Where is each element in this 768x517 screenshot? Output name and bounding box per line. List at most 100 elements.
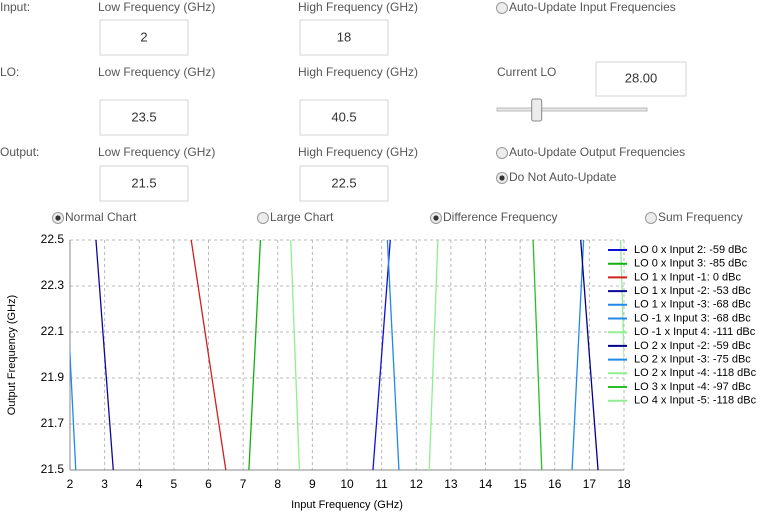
legend-label: LO 2 x Input -3: -75 dBc [634,354,751,366]
series-line [372,240,391,470]
legend-label: LO 3 x Input -4: -97 dBc [634,381,751,393]
legend-label: LO 1 x Input -3: -68 dBc [634,299,751,311]
y-tick-label: 21.5 [41,462,65,476]
input-value: 2 [140,29,147,44]
row-label: Output: [0,145,39,159]
input-value: 18 [337,29,351,44]
series-line [70,342,77,470]
radio-label[interactable]: Difference Frequency [443,210,558,224]
radio-circle[interactable] [496,147,508,159]
lo-slider[interactable] [496,98,648,122]
x-tick-label: 18 [617,477,631,491]
x-tick-label: 17 [583,477,597,491]
low-input[interactable]: 21.5 [99,165,189,202]
x-tick-label: 9 [309,477,316,491]
current-lo-label: Current LO [497,65,556,79]
legend-label: LO 0 x Input 2: -59 dBc [634,244,748,256]
radio-dot [55,215,61,221]
x-tick-label: 13 [444,477,458,491]
x-tick-label: 8 [274,477,281,491]
radio-option[interactable]: Normal Chart [52,210,138,224]
slider-thumb[interactable] [531,98,543,122]
x-tick-label: 6 [205,477,212,491]
radio-label[interactable]: Normal Chart [65,210,137,224]
series-line [532,240,543,470]
series-line [290,240,301,470]
radio-label[interactable]: Do Not Auto-Update [509,170,617,184]
series-line [386,240,400,470]
radio-label[interactable]: Auto-Update Input Frequencies [509,0,676,14]
input-value: 28.00 [625,70,658,85]
series-line [248,240,262,470]
text-box[interactable] [299,165,389,202]
x-tick-label: 2 [67,477,74,491]
y-tick-label: 22.1 [41,324,65,338]
legend-label: LO 4 x Input -5: -118 dBc [634,395,757,407]
low-input[interactable]: 2 [99,19,189,56]
high-label: High Frequency (GHz) [298,65,418,79]
radio-option[interactable]: Difference Frequency [430,210,558,224]
radio-option[interactable]: Large Chart [257,210,335,224]
x-tick-label: 5 [171,477,178,491]
high-input[interactable]: 40.5 [299,99,389,136]
text-box[interactable] [299,99,389,136]
text-box[interactable] [99,99,189,136]
x-tick-label: 10 [340,477,354,491]
legend-label: LO 1 x Input -1: 0 dBc [634,271,742,283]
x-tick-label: 12 [410,477,424,491]
slider-track [496,107,648,112]
x-tick-label: 3 [101,477,108,491]
legend-label: LO 2 x Input -2: -59 dBc [634,340,751,352]
text-box[interactable] [99,19,189,56]
x-axis-title: Input Frequency (GHz) [291,499,403,511]
input-value: 40.5 [331,109,356,124]
radio-label[interactable]: Large Chart [270,210,334,224]
series-line [571,240,585,470]
series-line [619,240,624,377]
y-tick-label: 22.3 [41,278,65,292]
x-tick-label: 15 [513,477,527,491]
low-label: Low Frequency (GHz) [98,0,215,14]
y-tick-label: 21.7 [41,416,65,430]
y-tick-label: 22.5 [41,232,65,246]
low-input[interactable]: 23.5 [99,99,189,136]
current-lo-input[interactable]: 28.00 [595,61,687,97]
legend-label: LO 1 x Input -2: -53 dBc [634,285,751,297]
x-tick-label: 7 [240,477,247,491]
row-label: Input: [0,0,30,14]
radio-option[interactable]: Sum Frequency [645,210,743,224]
series-line [580,240,599,470]
series-line [190,240,227,470]
radio-option[interactable]: Do Not Auto-Update [496,170,617,184]
text-box[interactable] [595,61,687,97]
input-value: 23.5 [131,109,156,124]
low-label: Low Frequency (GHz) [98,65,215,79]
radio-option[interactable]: Auto-Update Output Frequencies [496,145,686,159]
input-value: 21.5 [131,175,156,190]
high-label: High Frequency (GHz) [298,145,418,159]
legend-label: LO -1 x Input 3: -68 dBc [634,312,751,324]
high-input[interactable]: 22.5 [299,165,389,202]
high-input[interactable]: 18 [299,19,389,56]
text-box[interactable] [99,165,189,202]
radio-circle[interactable] [645,212,657,224]
radio-option[interactable]: Auto-Update Input Frequencies [496,0,676,14]
input-value: 22.5 [331,175,356,190]
legend-label: LO 2 x Input -4: -118 dBc [634,367,757,379]
y-tick-label: 21.9 [41,370,65,384]
series-line [95,240,114,470]
radio-circle[interactable] [496,2,508,14]
radio-circle[interactable] [257,212,269,224]
chart: 21.5 21.7 21.9 22.1 22.3 22.5 2 3 4 5 6 7 8 9 10 11 12 13… [6,232,757,511]
x-tick-label: 11 [375,477,388,491]
radio-label[interactable]: Sum Frequency [658,210,743,224]
legend-label: LO 0 x Input 3: -85 dBc [634,258,748,270]
x-tick-label: 4 [136,477,143,491]
series-line [428,240,439,470]
x-tick-label: 16 [548,477,562,491]
radio-label[interactable]: Auto-Update Output Frequencies [509,145,685,159]
y-axis-title: Output Frequency (GHz) [6,295,18,415]
legend-label: LO -1 x Input 4: -111 dBc [634,326,756,338]
text-box[interactable] [299,19,389,56]
